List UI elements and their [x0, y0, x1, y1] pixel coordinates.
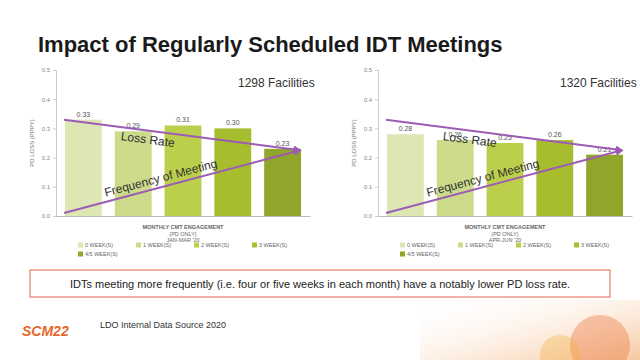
y-tick: 0.4 [364, 97, 378, 103]
y-tick-label: 0.0 [364, 213, 373, 219]
legend-label: 3 WEEK(S) [259, 242, 287, 248]
y-tick: 0.1 [364, 184, 378, 190]
x-axis-line [57, 216, 311, 217]
data-label: 0.33 [77, 111, 91, 118]
y-tick: 0.3 [42, 126, 56, 132]
y-axis-line [53, 71, 57, 217]
bar [536, 140, 573, 216]
legend-label: 1 WEEK(S) [143, 242, 171, 248]
y-tick-label: 0.1 [364, 184, 373, 190]
annotation: Loss Rate [442, 129, 498, 150]
legend-swatch [78, 243, 83, 248]
y-tick: 0.0 [364, 213, 378, 219]
y-tick: 0.3 [364, 126, 378, 132]
y-tick-label: 0.3 [364, 126, 373, 132]
legend-swatch [400, 252, 405, 257]
y-tick: 0.2 [364, 155, 378, 161]
chart-subtitle: 1298 Facilities [238, 76, 315, 90]
chart-panel: 0.0 0.1 0.2 0.3 0.4 0.5 PD LOSS (PPPY) 0.28 0.26… [351, 67, 637, 257]
x-axis [379, 216, 633, 218]
y-tick-mark [375, 70, 378, 71]
y-tick-mark [53, 158, 56, 159]
legend-label: 4/5 WEEK(S) [407, 251, 440, 257]
data-label: 0.23 [276, 140, 290, 147]
legend-swatch [516, 243, 521, 248]
y-tick-label: 0.4 [42, 97, 51, 103]
legend-label: 0 WEEK(S) [407, 242, 435, 248]
legend-label: 3 WEEK(S) [581, 242, 609, 248]
chart-panel: 0.00.10.20.30.40.5PD LOSS (PPPY)0.330.29… [29, 67, 315, 257]
slide: Impact of Regularly Scheduled IDT Meetin… [0, 0, 640, 360]
logo: SCM22 [22, 323, 69, 339]
legend: 0 WEEK(S) 1 WEEK(S) 2 WEEK(S) 3 WEEK(S) 4/5 … [400, 242, 609, 257]
y-tick-mark [53, 70, 56, 71]
data-label: 0.30 [226, 119, 240, 126]
y-tick: 0.4 [42, 97, 56, 103]
legend-label: 1 WEEK(S) [465, 242, 493, 248]
legend-swatch [78, 252, 83, 257]
annotation-arrow [64, 120, 300, 151]
y-tick-mark [375, 128, 378, 129]
y-axis-title: PD LOSS (PPPY) [29, 119, 35, 167]
y-tick-label: 0.3 [42, 126, 51, 132]
x-axis [57, 216, 311, 218]
y-tick-label: 0.1 [42, 184, 51, 190]
y-tick-mark [375, 158, 378, 159]
legend-label: 0 WEEK(S) [85, 242, 113, 248]
legend-swatch [194, 243, 199, 248]
y-tick: 0.5 [42, 67, 56, 73]
legend-label: 2 WEEK(S) [201, 242, 229, 248]
y-tick-label: 0.5 [364, 67, 373, 73]
slide-title: Impact of Regularly Scheduled IDT Meetin… [38, 32, 503, 57]
bar [65, 120, 102, 216]
y-tick-mark [375, 187, 378, 188]
legend-swatch [574, 243, 579, 248]
legend-swatch [252, 243, 257, 248]
y-tick: 0.5 [364, 67, 378, 73]
y-axis: 0.0 0.1 0.2 0.3 0.4 0.5 [364, 67, 379, 219]
y-tick-mark [53, 99, 56, 100]
y-tick-mark [375, 216, 378, 217]
y-tick-mark [53, 187, 56, 188]
legend-swatch [136, 243, 141, 248]
annotation-arrow [386, 120, 622, 151]
decoration [540, 335, 580, 360]
chart-subtitle: 1320 Facilities [560, 76, 637, 90]
legend-swatch [400, 243, 405, 248]
data-label: 0.26 [548, 131, 562, 138]
legend-swatch [458, 243, 463, 248]
y-tick-mark [53, 128, 56, 129]
y-tick-label: 0.2 [42, 155, 51, 161]
source-note: LDO Internal Data Source 2020 [100, 320, 226, 330]
y-tick: 0.0 [42, 213, 56, 219]
bars [65, 120, 301, 216]
y-tick-mark [375, 99, 378, 100]
annotation: Loss Rate [120, 129, 176, 150]
y-axis-line [375, 71, 379, 217]
y-tick-label: 0.0 [42, 213, 51, 219]
annotation: Frequency of Meeting [425, 156, 541, 199]
y-tick: 0.2 [42, 155, 56, 161]
y-axis: 0.0 0.1 0.2 0.3 0.4 0.5 [42, 67, 57, 219]
y-tick: 0.1 [42, 184, 56, 190]
legend-label: 4/5 WEEK(S) [85, 251, 118, 257]
y-tick-mark [53, 216, 56, 217]
annotation: Frequency of Meeting [103, 156, 219, 199]
bar [586, 155, 623, 216]
y-tick-label: 0.5 [42, 67, 51, 73]
annotation-arrow [64, 150, 300, 213]
legend: 0 WEEK(S) 1 WEEK(S) 2 WEEK(S) 3 WEEK(S) 4/5 … [78, 242, 287, 257]
annotation-arrow [386, 150, 622, 213]
caption: IDTs meeting more frequently (i.e. four … [70, 278, 570, 290]
data-label: 0.31 [176, 116, 190, 123]
y-tick-label: 0.4 [364, 97, 373, 103]
x-axis-title: MONTHLY CMT ENGAGEMENT(PD ONLY)APR-JUN '… [465, 224, 547, 243]
caption-box [30, 270, 610, 297]
y-axis-title: PD LOSS (PPPY) [351, 119, 357, 167]
data-label: 0.28 [399, 125, 413, 132]
x-axis-line [379, 216, 633, 217]
x-axis-title: MONTHLY CMT ENGAGEMENT(PD ONLY)JAN-MAR '… [143, 224, 225, 243]
legend-label: 2 WEEK(S) [523, 242, 551, 248]
y-tick-label: 0.2 [364, 155, 373, 161]
